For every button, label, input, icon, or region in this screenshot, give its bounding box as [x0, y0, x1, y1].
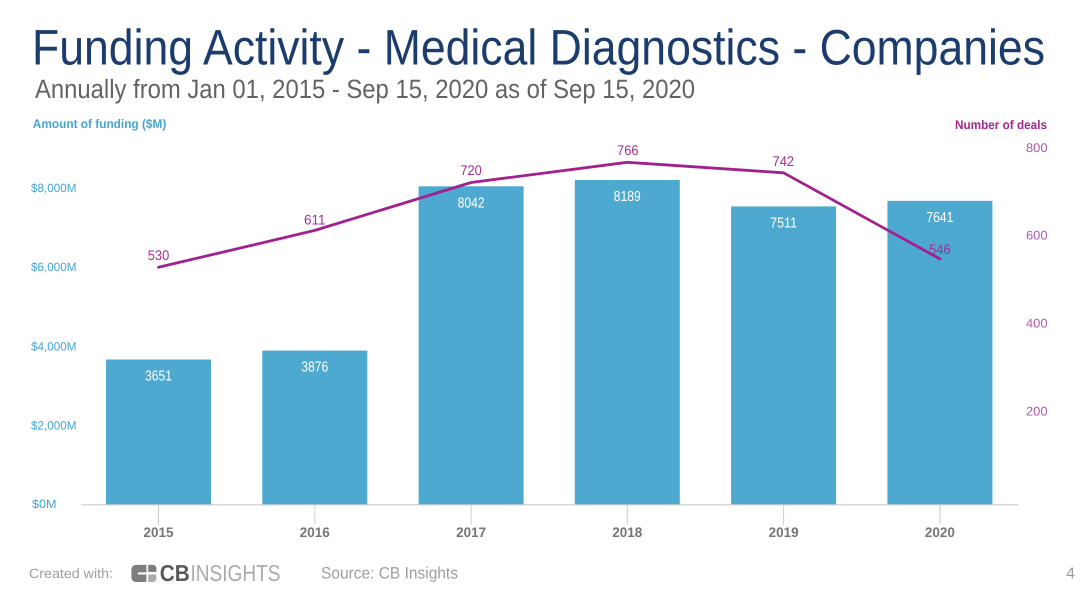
svg-text:546: 546 [929, 241, 951, 257]
svg-text:530: 530 [148, 247, 170, 263]
svg-text:Funding Activity - Medical Dia: Funding Activity - Medical Diagnostics -… [32, 20, 1045, 76]
svg-text:Number of deals: Number of deals [955, 118, 1047, 132]
svg-text:400: 400 [1026, 317, 1048, 331]
svg-text:2016: 2016 [300, 525, 330, 540]
svg-text:$0M: $0M [32, 497, 57, 511]
svg-text:800: 800 [1026, 141, 1048, 155]
svg-text:7641: 7641 [926, 210, 953, 226]
svg-text:2019: 2019 [769, 525, 799, 540]
svg-text:7511: 7511 [770, 215, 797, 231]
svg-text:3876: 3876 [301, 360, 328, 376]
svg-text:200: 200 [1026, 404, 1048, 418]
svg-text:4: 4 [1066, 565, 1075, 582]
svg-text:2018: 2018 [612, 525, 642, 540]
svg-text:INSIGHTS: INSIGHTS [191, 560, 281, 586]
svg-text:Source: CB Insights: Source: CB Insights [321, 564, 458, 582]
svg-text:2017: 2017 [456, 525, 486, 540]
svg-text:$2,000M: $2,000M [31, 418, 77, 432]
svg-text:Created with:: Created with: [29, 566, 113, 581]
svg-text:$4,000M: $4,000M [31, 339, 77, 353]
svg-text:8189: 8189 [614, 189, 641, 205]
svg-text:8042: 8042 [458, 195, 485, 211]
svg-text:600: 600 [1026, 229, 1048, 243]
svg-text:$6,000M: $6,000M [31, 260, 77, 274]
svg-text:766: 766 [617, 142, 639, 158]
svg-text:$8,000M: $8,000M [31, 181, 77, 195]
svg-text:611: 611 [304, 212, 326, 228]
svg-text:CB: CB [160, 560, 190, 586]
svg-text:742: 742 [773, 153, 795, 169]
svg-text:720: 720 [460, 162, 482, 178]
svg-text:2015: 2015 [144, 525, 174, 540]
svg-text:Annually from Jan 01, 2015 - S: Annually from Jan 01, 2015 - Sep 15, 202… [35, 74, 695, 104]
svg-text:3651: 3651 [145, 369, 172, 385]
svg-text:Amount of funding ($M): Amount of funding ($M) [33, 117, 167, 131]
svg-text:2020: 2020 [925, 525, 955, 540]
